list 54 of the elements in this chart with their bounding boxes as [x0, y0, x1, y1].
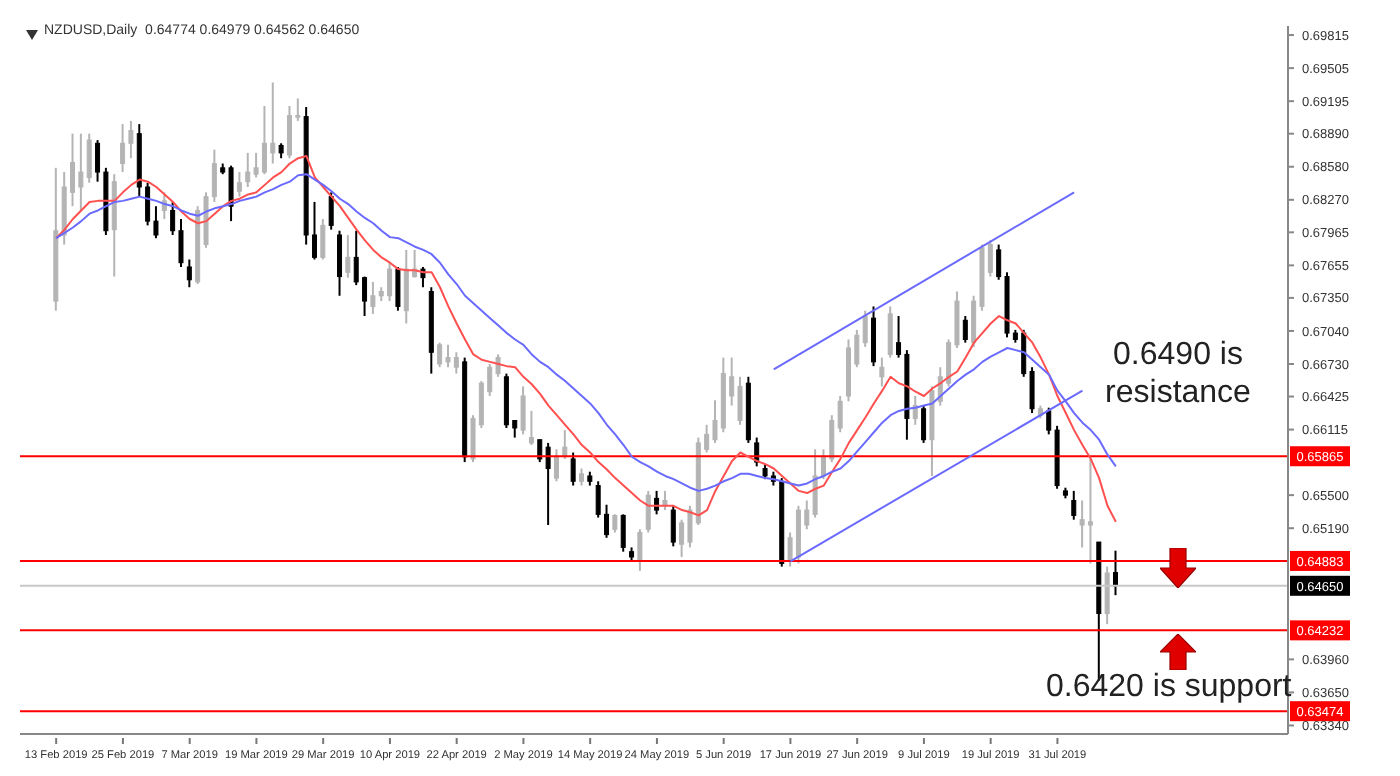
- candlestick: [128, 119, 134, 160]
- candlestick: [553, 448, 559, 483]
- candlestick: [1071, 489, 1077, 521]
- candlestick: [545, 441, 551, 527]
- candlestick: [86, 132, 92, 184]
- candlestick: [345, 233, 351, 279]
- candlestick: [236, 171, 242, 198]
- candlestick: [637, 528, 643, 572]
- candlestick: [270, 81, 276, 165]
- candlestick: [921, 404, 927, 444]
- candlestick: [120, 123, 126, 174]
- candlestick: [620, 513, 626, 553]
- candlestick: [612, 513, 618, 534]
- candlestick: [186, 258, 192, 289]
- candlestick: [387, 261, 393, 303]
- candlestick: [370, 280, 376, 315]
- candlestick: [662, 489, 668, 512]
- candlestick: [1079, 499, 1085, 549]
- candlestick: [261, 104, 267, 176]
- candlestick: [570, 451, 576, 487]
- candlestick: [737, 375, 743, 426]
- candlestick: [871, 305, 877, 368]
- candlestick: [437, 341, 443, 369]
- candlestick: [862, 309, 868, 348]
- candlestick: [395, 265, 401, 312]
- candlestick: [320, 217, 326, 261]
- candlestick: [1087, 457, 1093, 565]
- annotation: 0.6490 is resistance: [1103, 336, 1253, 412]
- candlestick: [78, 132, 84, 213]
- candlestick: [228, 164, 234, 223]
- candlestick: [795, 504, 801, 565]
- candlestick: [445, 343, 451, 369]
- candlestick: [1112, 549, 1118, 597]
- candlestick: [328, 191, 334, 231]
- candlestick: [645, 489, 651, 534]
- candlestick: [528, 409, 534, 447]
- candlestick: [812, 448, 818, 519]
- candlestick: [845, 338, 851, 403]
- candlestick: [670, 504, 676, 548]
- annotation: 0.6420 is support: [1046, 670, 1292, 706]
- candlestick: [1104, 565, 1110, 626]
- candlestick: [253, 151, 259, 179]
- candlestick: [887, 305, 893, 359]
- candlestick: [337, 229, 343, 297]
- candlestick: [286, 104, 292, 160]
- candlestick: [962, 315, 968, 344]
- candlestick: [178, 217, 184, 268]
- candlestick: [245, 151, 251, 189]
- candlestick: [503, 372, 509, 429]
- candlestick: [520, 385, 526, 436]
- candlestick: [453, 351, 459, 375]
- candlestick: [879, 356, 885, 388]
- candlestick: [403, 248, 409, 325]
- candlestick: [111, 173, 117, 278]
